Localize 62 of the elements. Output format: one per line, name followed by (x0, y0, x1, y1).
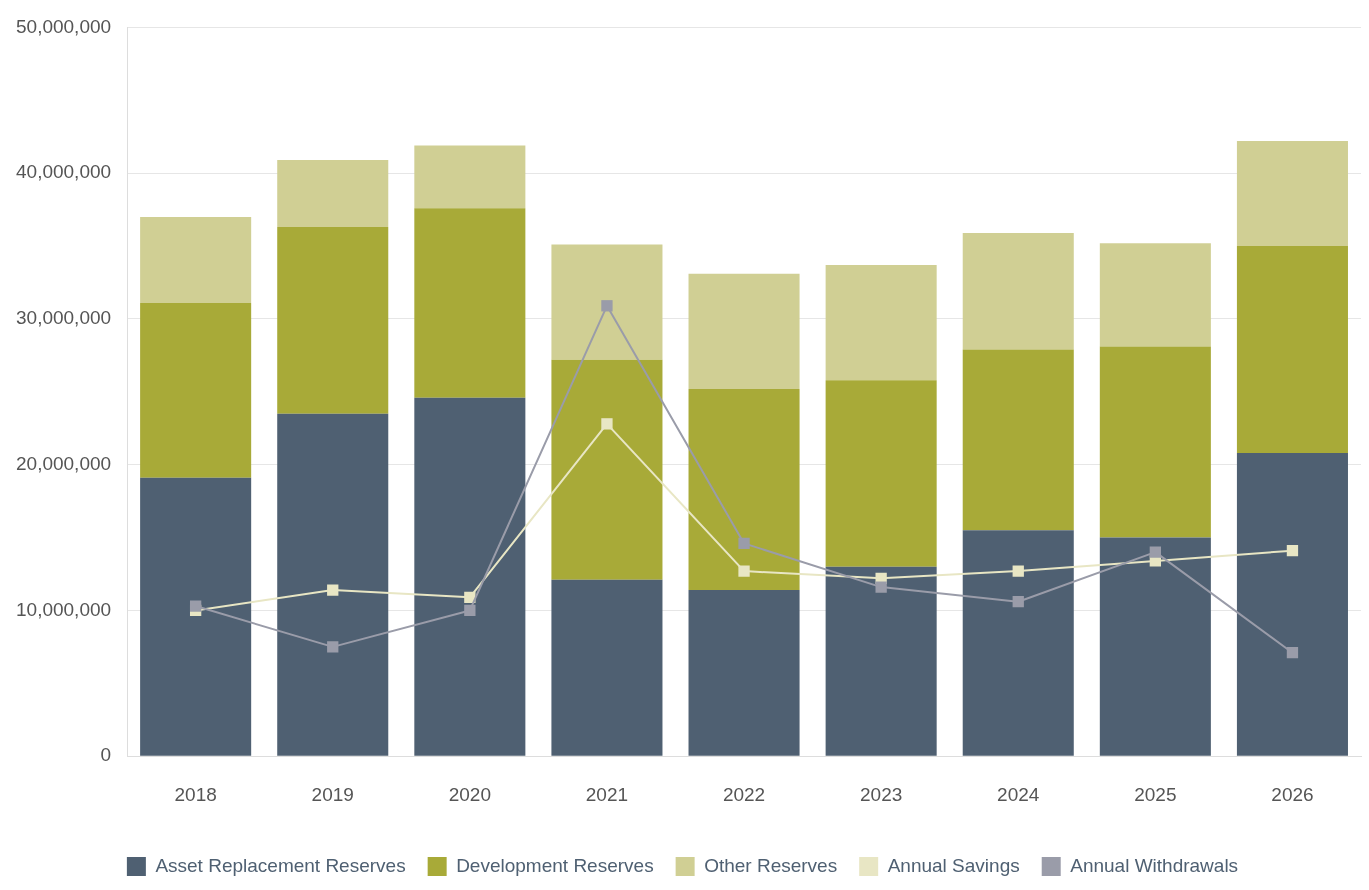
point (464, 591, 476, 603)
bar (1099, 537, 1211, 756)
x-tick-label: 2024 (997, 783, 1040, 805)
bar (688, 273, 800, 389)
point (327, 641, 339, 653)
y-tick-label: 0 (100, 744, 112, 766)
y-tick-label: 40,000,000 (16, 161, 112, 183)
point (601, 300, 613, 312)
point (738, 565, 750, 577)
x-tick-label: 2026 (1271, 783, 1314, 805)
y-tick-label: 50,000,000 (16, 15, 112, 37)
point (875, 581, 887, 593)
point (601, 418, 613, 430)
bar (825, 264, 937, 381)
bar (962, 530, 1074, 756)
bar (825, 380, 937, 567)
bar (962, 232, 1074, 350)
point (189, 600, 202, 612)
bar (551, 359, 663, 580)
bar (551, 579, 663, 756)
bar (414, 397, 526, 756)
x-tick-label: 2020 (448, 783, 491, 805)
bar (1099, 243, 1211, 347)
y-tick-label: 20,000,000 (16, 452, 112, 474)
bar (414, 145, 526, 209)
legend-label: Development Reserves (456, 854, 654, 876)
y-tick-label: 10,000,000 (16, 598, 112, 620)
bar (414, 208, 526, 398)
x-tick-label: 2022 (722, 783, 766, 805)
bar (551, 244, 663, 360)
bar (1236, 246, 1348, 454)
bar (140, 216, 252, 303)
bar (277, 413, 389, 756)
bar (140, 477, 252, 756)
x-tick-label: 2023 (860, 783, 903, 805)
bar (1236, 141, 1348, 247)
bar (688, 590, 800, 756)
point (464, 604, 476, 617)
bar (277, 227, 389, 414)
bar (825, 566, 937, 756)
legend-label: Asset Replacement Reserves (155, 854, 406, 876)
point (738, 537, 750, 550)
point (1149, 546, 1162, 558)
legend-label: Other Reserves (704, 854, 838, 876)
bar (962, 349, 1074, 531)
bar (277, 160, 389, 228)
x-tick-label: 2025 (1134, 783, 1177, 805)
bar (688, 388, 800, 591)
x-tick-label: 2018 (174, 783, 217, 805)
point (1012, 565, 1024, 577)
point (1286, 647, 1299, 659)
x-tick-label: 2019 (311, 783, 354, 805)
x-tick-label: 2021 (585, 783, 629, 805)
legend-label: Annual Withdrawals (1070, 854, 1239, 876)
legend-label: Annual Savings (887, 854, 1020, 876)
point (327, 584, 339, 596)
point (1286, 545, 1299, 557)
bar (1236, 453, 1348, 756)
y-tick-label: 30,000,000 (16, 307, 112, 329)
bar (140, 302, 252, 478)
bar (1099, 346, 1211, 538)
point (1012, 596, 1024, 608)
